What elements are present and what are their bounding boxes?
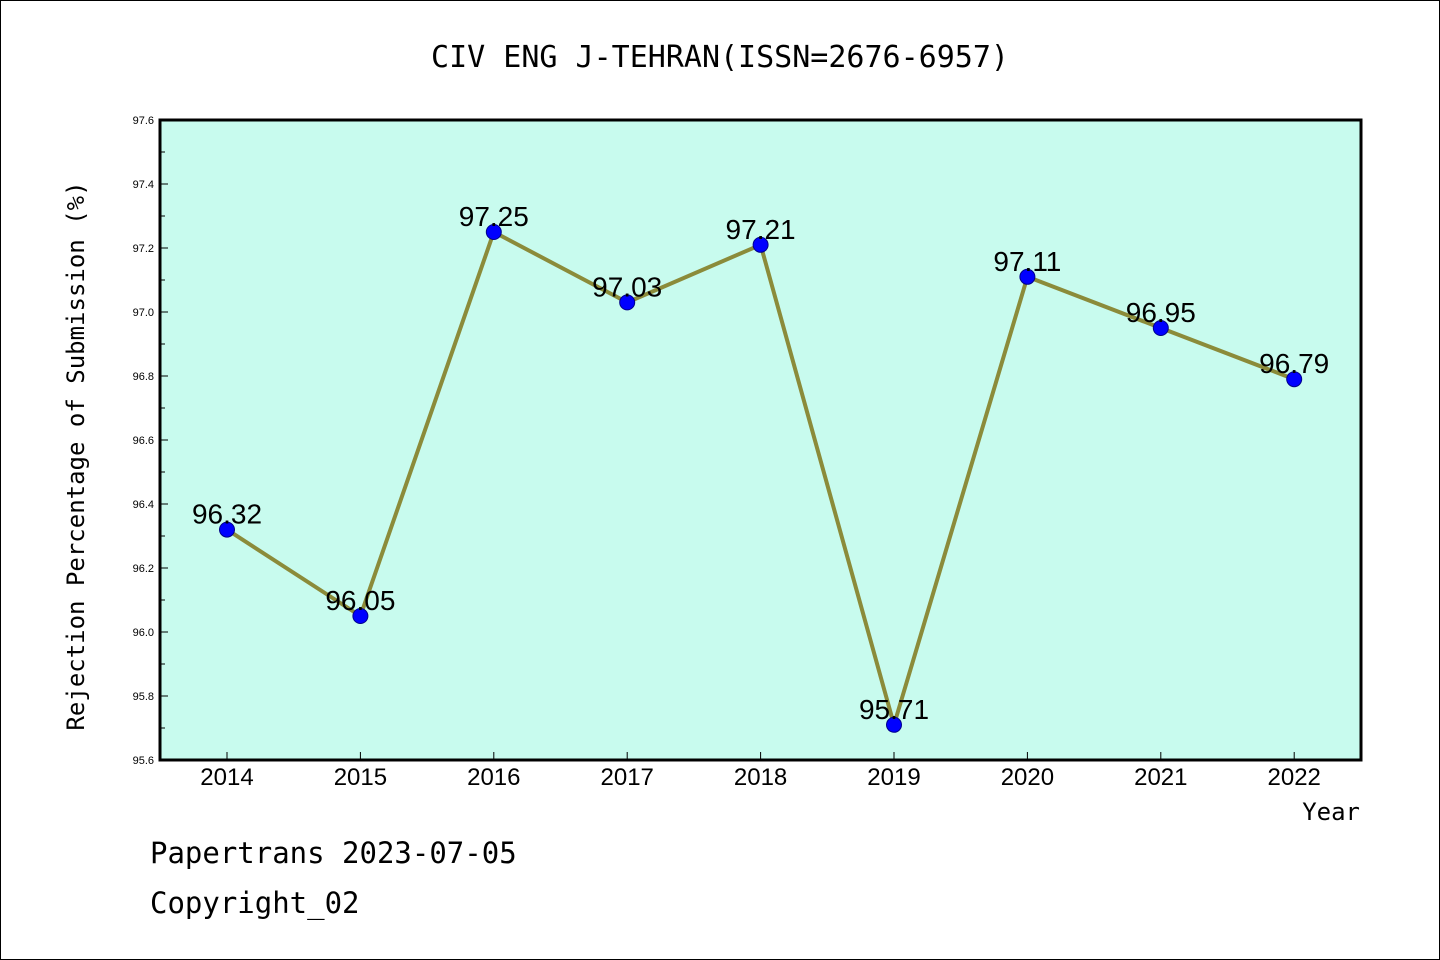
- x-tick-label: 2017: [601, 764, 654, 791]
- data-point-marker: [1019, 268, 1036, 285]
- y-tick-label: 96.6: [133, 435, 154, 447]
- footer-date-line: Papertrans 2023-07-05: [150, 836, 517, 870]
- data-point-marker: [485, 224, 502, 240]
- y-tick-label: 96.2: [133, 563, 154, 575]
- data-labels: 96.32 96.05 97.25 97.03 97.21 95.71 97.11 96.95…: [192, 201, 1329, 725]
- x-axis: 2014 2015 2016 2017 2018 2019 2020 2021 2022: [200, 752, 1321, 791]
- data-point-label: 97.25: [459, 201, 529, 232]
- data-point-label: 96.79: [1259, 348, 1329, 379]
- data-point-marker: [1152, 320, 1169, 336]
- x-tick-label: 2021: [1134, 764, 1187, 791]
- x-tick-label: 2014: [200, 764, 253, 791]
- y-tick-label: 97.6: [133, 115, 154, 127]
- y-tick-label: 97.2: [133, 243, 154, 255]
- x-tick-label: 2015: [334, 764, 387, 791]
- chart-title: CIV ENG J-TEHRAN(ISSN=2676-6957): [431, 40, 1009, 75]
- x-tick-label: 2019: [867, 764, 920, 791]
- data-point-label: 97.21: [726, 214, 796, 245]
- plot-area: [158, 118, 1363, 762]
- data-point-marker: [619, 294, 636, 311]
- x-axis-title: Year: [1302, 798, 1360, 826]
- y-axis: 95.6 95.8 96.0 96.2 96.4 96.6 96.8 97.0 97.2 97.4…: [133, 115, 168, 767]
- y-tick-label: 95.6: [133, 755, 154, 767]
- data-point-marker: [352, 608, 369, 624]
- x-tick-label: 2016: [467, 764, 520, 791]
- x-tick-label: 2018: [734, 764, 787, 791]
- y-tick-label: 95.8: [133, 691, 154, 703]
- footer-copyright-line: Copyright_02: [150, 886, 360, 920]
- data-point-marker: [752, 236, 769, 253]
- series-markers: [219, 224, 1303, 733]
- data-point-marker: [886, 716, 902, 733]
- data-point-label: 97.03: [592, 271, 662, 302]
- y-tick-label: 97.0: [133, 307, 154, 319]
- x-tick-label: 2020: [1001, 764, 1054, 791]
- x-tick-label: 2022: [1268, 764, 1321, 791]
- y-tick-label: 96.4: [133, 499, 154, 511]
- data-point-label: 96.32: [192, 499, 262, 530]
- y-tick-label: 96.0: [133, 627, 154, 639]
- data-point-marker: [219, 521, 235, 538]
- data-point-marker: [1286, 371, 1303, 388]
- y-axis-title: Rejection Percentage of Submission (%): [62, 181, 90, 730]
- y-tick-label: 97.4: [133, 179, 154, 191]
- y-tick-label: 96.8: [133, 371, 154, 383]
- data-point-label: 95.71: [859, 694, 929, 725]
- data-point-label: 96.05: [325, 585, 395, 616]
- data-point-label: 97.11: [993, 246, 1061, 277]
- data-point-label: 96.95: [1126, 297, 1196, 328]
